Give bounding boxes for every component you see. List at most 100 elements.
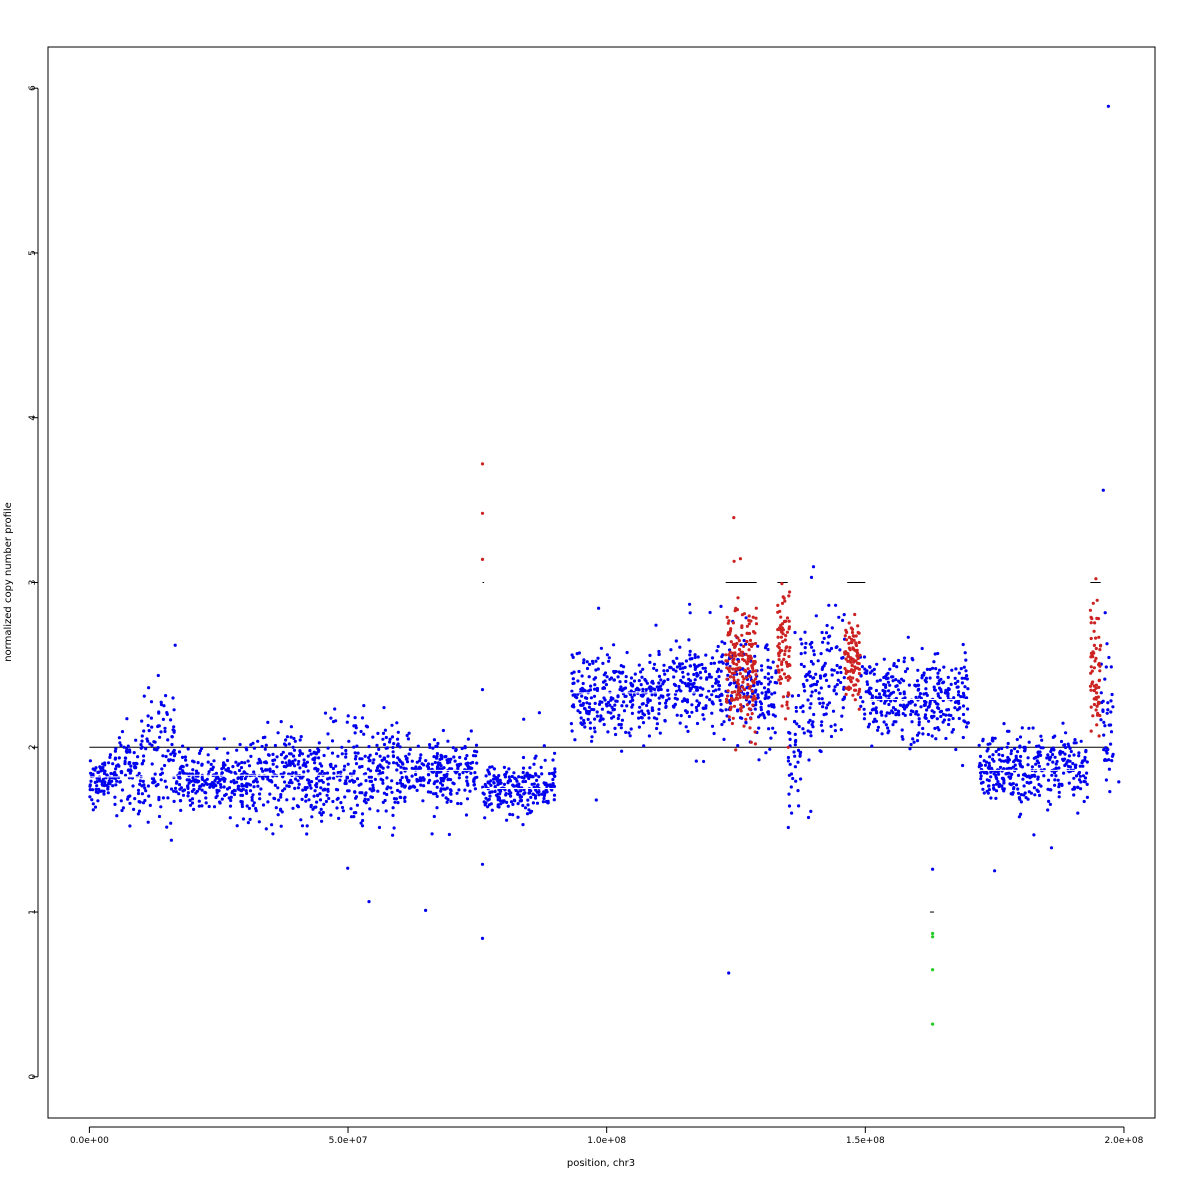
probe-point <box>580 694 584 698</box>
probe-point <box>997 782 1002 787</box>
gain-probe-point <box>748 674 752 678</box>
gain-probe-point <box>781 695 786 699</box>
probe-point <box>174 781 179 785</box>
gain-probe-point <box>750 712 754 716</box>
probe-point <box>362 732 366 736</box>
probe-point <box>936 651 940 656</box>
probe-point <box>933 688 938 692</box>
probe-point <box>111 784 115 788</box>
probe-point <box>252 785 256 789</box>
probe-point <box>390 790 394 794</box>
probe-point <box>177 750 182 754</box>
probe-point <box>250 798 254 802</box>
probe-point <box>399 765 403 769</box>
probe-point <box>1073 738 1077 742</box>
probe-point <box>806 729 810 733</box>
probe-point <box>506 804 510 808</box>
probe-point <box>819 686 823 690</box>
probe-point <box>884 683 888 687</box>
probe-point <box>1060 783 1064 788</box>
probe-point <box>589 696 594 700</box>
probe-point <box>686 729 690 734</box>
probe-point <box>610 705 614 710</box>
probe-point <box>806 815 811 820</box>
gain-probe-point <box>777 670 781 674</box>
gain-probe-point <box>779 615 783 619</box>
probe-point <box>331 799 335 804</box>
probe-point <box>616 695 620 699</box>
probe-point <box>797 804 801 808</box>
probe-point <box>343 795 347 799</box>
probe-point <box>1027 726 1031 730</box>
probe-point <box>1106 701 1110 705</box>
probe-point <box>828 649 832 653</box>
probe-point <box>209 762 213 767</box>
probe-point <box>142 759 146 763</box>
probe-point <box>688 611 692 615</box>
probe-point <box>1005 771 1009 776</box>
probe-point <box>157 710 161 714</box>
probe-point <box>418 776 422 780</box>
probe-point <box>147 794 151 798</box>
probe-point <box>762 686 767 690</box>
probe-point <box>492 767 496 771</box>
probe-point <box>1062 771 1066 775</box>
gain-probe-point <box>1092 643 1096 648</box>
probe-point <box>322 802 326 807</box>
probe-point <box>1084 748 1088 753</box>
probe-point <box>193 780 197 784</box>
probe-point <box>722 720 726 724</box>
probe-point <box>938 686 942 690</box>
probe-point <box>404 775 408 779</box>
probe-point <box>431 746 435 750</box>
gain-probe-point <box>740 653 745 658</box>
probe-point <box>963 685 967 689</box>
probe-point <box>950 730 954 734</box>
probe-point <box>304 793 309 797</box>
probe-point <box>900 728 904 732</box>
probe-point <box>519 789 523 793</box>
probe-point <box>90 798 94 802</box>
probe-point <box>270 823 274 827</box>
probe-point <box>427 773 431 777</box>
gain-probe-point <box>780 704 784 708</box>
probe-point <box>140 734 144 738</box>
probe-point <box>120 788 125 792</box>
gain-probe-point <box>777 652 781 656</box>
probe-point <box>521 770 525 775</box>
probe-point <box>352 769 356 773</box>
probe-point <box>1016 773 1021 778</box>
probe-point <box>593 717 597 721</box>
y-tick-label: 0 <box>28 1074 38 1080</box>
gain-probe-point <box>737 647 742 652</box>
probe-point <box>1034 755 1038 760</box>
probe-point <box>915 739 920 743</box>
probe-point <box>824 678 829 683</box>
gain-probe-point <box>733 642 737 647</box>
probe-point <box>93 768 97 772</box>
probe-point <box>456 766 460 770</box>
probe-point <box>577 669 581 674</box>
probe-point <box>930 734 934 738</box>
probe-point <box>446 797 450 802</box>
probe-point <box>126 744 130 748</box>
probe-point <box>983 763 988 767</box>
probe-point <box>362 704 366 708</box>
probe-point <box>1077 778 1082 782</box>
probe-point <box>186 784 190 788</box>
gain-probe-point <box>857 707 861 711</box>
probe-point <box>835 663 839 668</box>
probe-point <box>637 716 641 720</box>
probe-point <box>151 781 156 785</box>
probe-point <box>789 772 794 776</box>
gain-probe-point <box>727 653 731 657</box>
gain-probe-point <box>734 748 738 752</box>
gain-probe-point <box>786 706 790 710</box>
probe-point <box>1055 759 1059 764</box>
probe-point <box>329 716 333 720</box>
probe-point <box>548 784 552 788</box>
probe-point <box>1002 787 1006 791</box>
gain-probe-point <box>779 677 784 681</box>
probe-point <box>382 706 386 710</box>
probe-point <box>757 726 761 730</box>
